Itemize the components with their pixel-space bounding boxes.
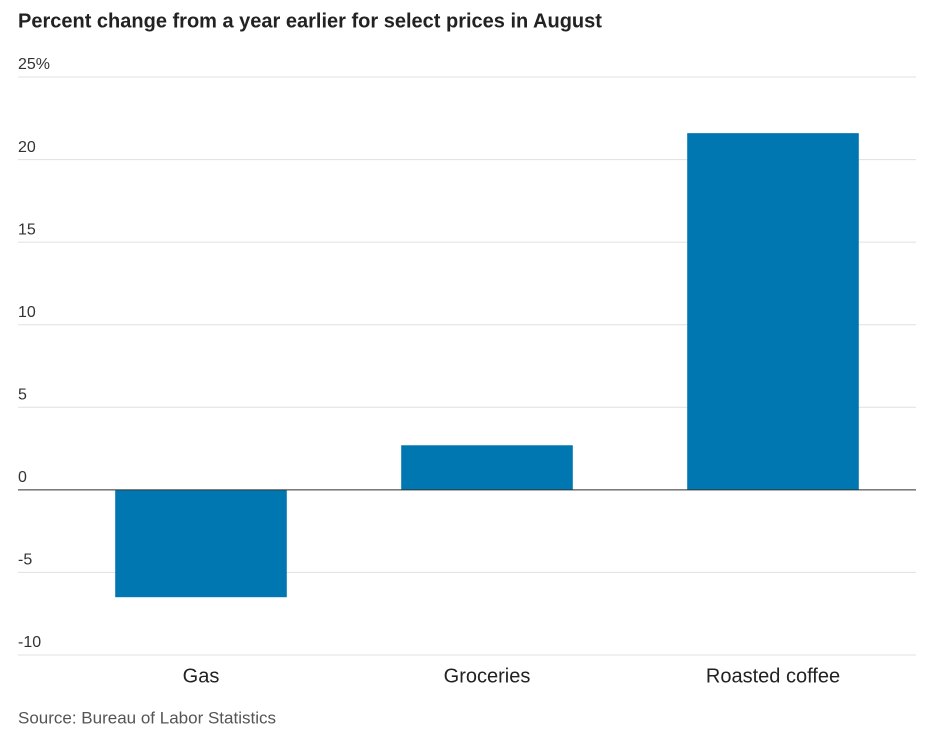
x-tick-label: Gas [183, 665, 220, 687]
y-tick-label: 15 [18, 221, 36, 238]
bar [401, 445, 573, 490]
y-tick-label: 25% [18, 56, 50, 73]
chart-title: Percent change from a year earlier for s… [18, 10, 602, 32]
y-tick-label: 10 [18, 304, 36, 321]
y-tick-label: -10 [18, 634, 41, 651]
y-tick-label: -5 [18, 552, 32, 569]
y-tick-label: 0 [18, 469, 27, 486]
bar [687, 133, 859, 490]
bar [115, 489, 287, 598]
y-tick-label: 5 [18, 387, 27, 404]
x-tick-label: Groceries [444, 665, 531, 687]
source-note: Source: Bureau of Labor Statistics [18, 708, 276, 727]
x-tick-label: Roasted coffee [706, 665, 840, 687]
y-tick-label: 20 [18, 139, 36, 156]
